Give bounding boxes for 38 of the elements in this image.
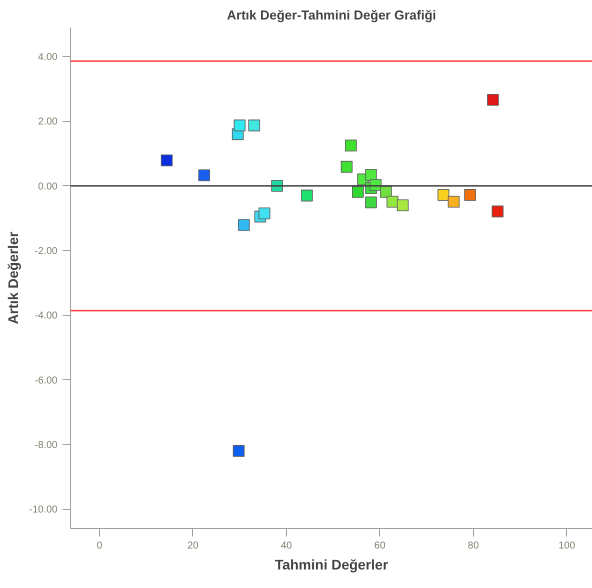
chart-title: Artık Değer-Tahmini Değer Grafiği xyxy=(226,8,436,22)
y-tick-label: -8.00 xyxy=(34,440,58,451)
y-tick-label: 4.00 xyxy=(38,52,58,64)
point xyxy=(448,196,460,208)
point xyxy=(365,168,377,181)
x-tick-label: 60 xyxy=(374,540,386,552)
point xyxy=(438,189,450,201)
y-tick-label: -2.00 xyxy=(34,246,58,258)
point xyxy=(365,196,377,208)
y-tick-label: -6.00 xyxy=(34,375,58,386)
y-tick-label: -4.00 xyxy=(34,310,58,322)
x-axis-title: Tahmini Değerler xyxy=(274,556,389,572)
x-tick-label: 0 xyxy=(96,540,103,552)
point xyxy=(232,445,245,457)
point xyxy=(344,140,357,152)
point xyxy=(386,196,398,208)
x-tick-label: 80 xyxy=(468,540,480,552)
x-tick-label: 20 xyxy=(187,540,199,552)
y-tick-label: -10.00 xyxy=(29,504,58,516)
y-axis-title: Artık Değerler xyxy=(5,231,22,324)
point xyxy=(238,219,250,231)
point xyxy=(258,207,270,220)
point xyxy=(352,186,364,198)
point xyxy=(234,120,246,132)
point xyxy=(160,154,173,166)
y-tick-label: 0.00 xyxy=(38,181,58,192)
point xyxy=(396,199,409,212)
y-tick-label: 2.00 xyxy=(38,116,58,128)
x-tick-label: 40 xyxy=(280,540,292,552)
point xyxy=(487,94,499,106)
point xyxy=(492,206,504,218)
point xyxy=(340,160,353,173)
point xyxy=(464,189,476,201)
point xyxy=(198,169,210,182)
point xyxy=(301,190,313,202)
x-tick-label: 100 xyxy=(558,540,576,552)
point xyxy=(380,186,392,198)
point xyxy=(248,120,260,132)
